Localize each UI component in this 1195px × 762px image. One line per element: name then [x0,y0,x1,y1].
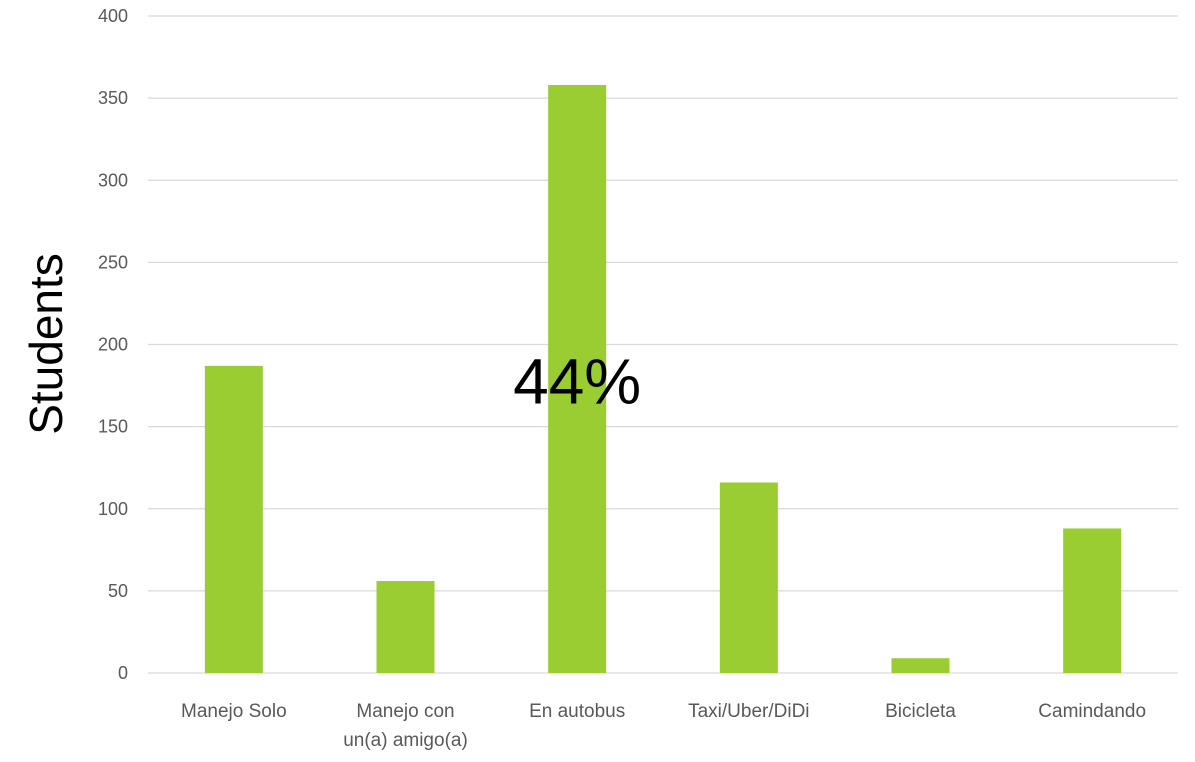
x-tick-label-line: Bicicleta [885,701,956,722]
bar [548,84,607,674]
x-tick-labels: Manejo Solo Manejo con un(a) amigo(a) En au… [181,701,1146,751]
bars [204,84,1122,674]
y-tick-label: 0 [118,663,128,683]
x-tick-label: Manejo Solo [181,701,287,722]
x-tick-label: En autobus [529,701,625,722]
y-tick-labels: 0 50 100 150 200 250 300 350 400 [98,6,128,683]
x-tick-label-line: Camindando [1038,701,1146,722]
x-tick-label-line: Manejo con [356,701,454,722]
bar [376,581,435,673]
y-axis-label: Students [20,253,72,435]
y-tick-label: 150 [98,417,128,437]
x-tick-label-line: Taxi/Uber/DiDi [688,701,809,722]
gridlines [148,15,1178,674]
y-tick-label: 250 [98,252,128,272]
x-tick-label: Taxi/Uber/DiDi [688,701,809,722]
x-tick-label: Camindando [1038,701,1146,722]
bar [1063,528,1122,673]
bar [204,365,263,673]
bar [719,482,778,673]
x-tick-label-line: Manejo Solo [181,701,287,722]
x-tick-label: Manejo con un(a) amigo(a) [343,701,468,751]
annotation-label: 44% [513,346,641,418]
y-tick-label: 50 [108,581,128,601]
y-tick-label: 200 [98,335,128,355]
x-tick-label-line: un(a) amigo(a) [343,730,468,751]
x-tick-label: Bicicleta [885,701,956,722]
y-tick-label: 100 [98,499,128,519]
bar [891,658,950,673]
annotations: 44% [513,346,641,418]
y-tick-label: 400 [98,6,128,26]
y-tick-label: 350 [98,88,128,108]
x-tick-label-line: En autobus [529,701,625,722]
y-tick-label: 300 [98,170,128,190]
